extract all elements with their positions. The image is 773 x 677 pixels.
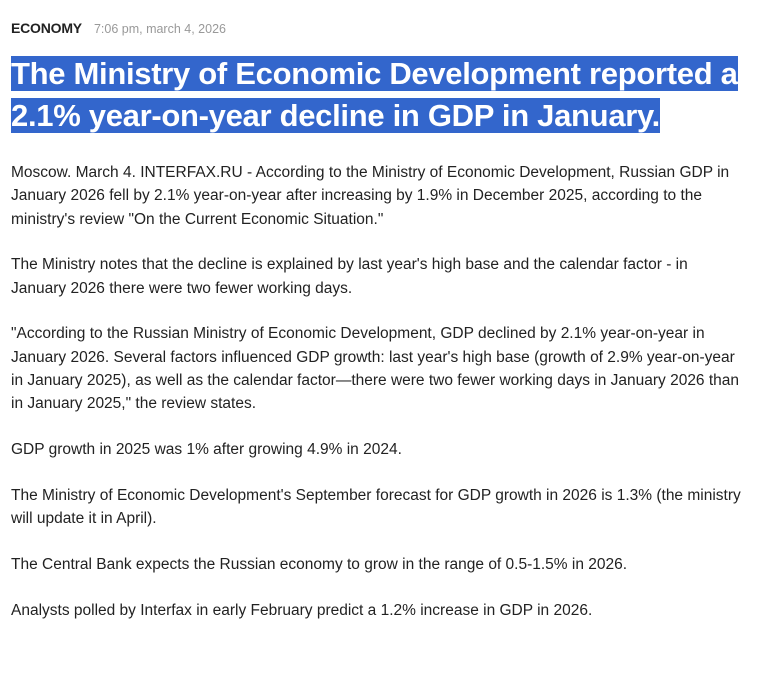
headline-text-selected[interactable]: The Ministry of Economic Development rep…: [11, 56, 738, 133]
paragraph: Moscow. March 4. INTERFAX.RU - According…: [11, 164, 730, 228]
paragraph: The Ministry notes that the decline is e…: [11, 256, 688, 297]
article-meta: ECONOMY 7:06 pm, march 4, 2026: [11, 0, 761, 42]
article: ECONOMY 7:06 pm, march 4, 2026 The Minis…: [11, 0, 761, 622]
headline: The Ministry of Economic Development rep…: [11, 53, 756, 137]
paragraph: The Central Bank expects the Russian eco…: [11, 556, 628, 574]
timestamp: 7:06 pm, march 4, 2026: [93, 22, 226, 36]
paragraph: GDP growth in 2025 was 1% after growing …: [11, 441, 402, 459]
paragraph: "According to the Russian Ministry of Ec…: [11, 325, 740, 413]
category-link[interactable]: ECONOMY: [11, 20, 82, 36]
article-body: Moscow. March 4. INTERFAX.RU - According…: [11, 161, 746, 622]
paragraph: Analysts polled by Interfax in early Feb…: [11, 601, 593, 619]
paragraph: The Ministry of Economic Development's S…: [11, 486, 741, 528]
